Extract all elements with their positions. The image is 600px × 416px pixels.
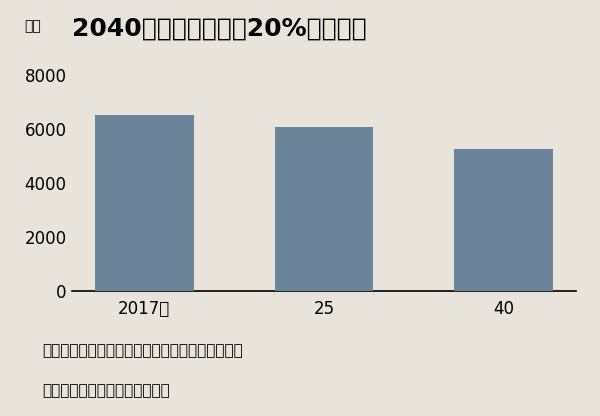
Text: 万人: 万人	[24, 19, 41, 33]
Text: （出所）雇用政策研究会報告書: （出所）雇用政策研究会報告書	[42, 383, 170, 398]
Text: （注）経済成長と労働参加が進まない場合の推計: （注）経済成長と労働参加が進まない場合の推計	[42, 343, 243, 358]
Bar	[454, 149, 553, 291]
Bar	[95, 115, 194, 291]
Bar	[275, 127, 373, 291]
Text: 2040年の就業者数は20%減となる: 2040年の就業者数は20%減となる	[72, 17, 367, 41]
